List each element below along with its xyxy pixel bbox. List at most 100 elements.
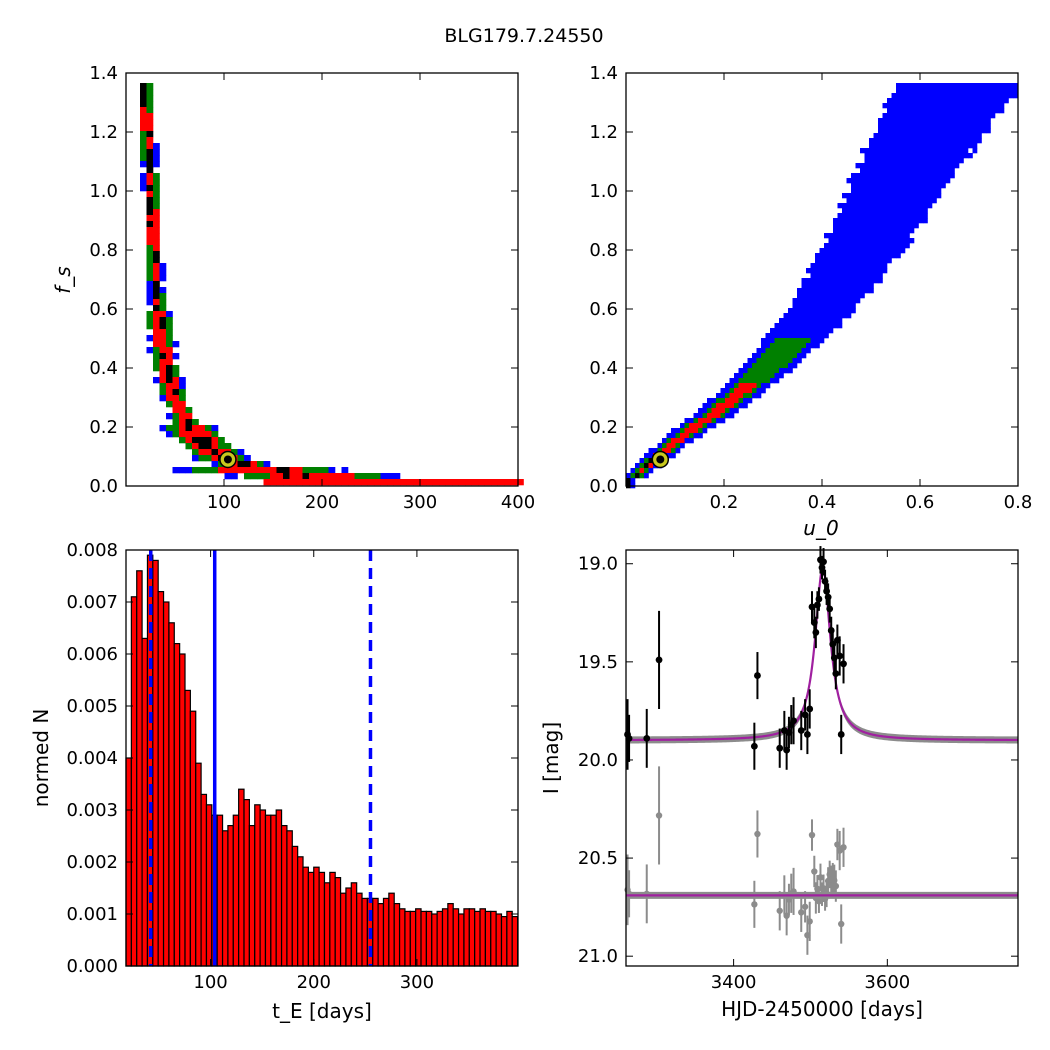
tr-cell: [896, 243, 901, 249]
tl-cell: [491, 479, 498, 486]
tr-cell: [986, 108, 991, 114]
tr-cell: [918, 158, 924, 164]
tl-cell: [406, 479, 414, 486]
tr-cell: [896, 208, 901, 214]
tr-cell: [909, 203, 915, 209]
tr-cell: [936, 123, 942, 129]
tl-cell: [153, 347, 160, 354]
tr-cell: [770, 363, 775, 369]
tr-cell: [860, 253, 865, 259]
tr-cell: [864, 228, 870, 234]
tl-cell: [153, 281, 160, 288]
tr-cell: [815, 278, 820, 284]
tr-cell: [972, 103, 978, 109]
tl-cell: [159, 263, 167, 270]
tr-cell: [851, 203, 856, 209]
tr-cell: [846, 248, 852, 254]
tr-cell: [783, 328, 789, 334]
tl-cell: [478, 479, 485, 486]
tr-cell: [851, 268, 856, 274]
tr-cell: [941, 163, 946, 169]
tr-cell: [846, 258, 852, 264]
tr-cell: [923, 83, 928, 89]
tr-cell: [806, 308, 811, 314]
tr-cell: [743, 398, 748, 404]
bl-bar: [291, 845, 299, 967]
tr-cell: [842, 233, 847, 239]
tr-cell: [909, 228, 915, 234]
tr-cell: [891, 243, 897, 249]
tl-cell: [198, 443, 206, 450]
tr-cell: [855, 188, 861, 194]
tr-cell: [923, 118, 928, 124]
tr-cell: [842, 263, 847, 269]
tr-cell: [698, 418, 703, 424]
tl-cell: [140, 155, 147, 162]
tr-cell: [896, 83, 901, 89]
tr-cell: [855, 208, 861, 214]
tr-cell: [842, 283, 847, 289]
tr-cell: [932, 103, 937, 109]
tr-cell: [797, 303, 802, 309]
tr-cell: [630, 478, 636, 484]
tr-cell: [842, 203, 847, 209]
tr-cell: [986, 113, 991, 119]
tr-cell: [945, 83, 951, 89]
tr-cell: [747, 393, 753, 399]
tl-cell: [211, 425, 219, 432]
tr-cell: [774, 348, 780, 354]
tl-cell: [497, 479, 505, 486]
tr-cell: [873, 243, 879, 249]
tr-cell: [806, 343, 811, 349]
tr-cell: [887, 243, 892, 249]
tr-cell: [945, 153, 951, 159]
tr-cell: [878, 133, 883, 139]
tr-cell: [918, 88, 924, 94]
tr-cell: [878, 263, 883, 269]
tr-cell: [702, 413, 708, 419]
tr-cell: [716, 393, 721, 399]
tr-cell: [770, 328, 775, 334]
tr-cell: [657, 443, 663, 449]
tr-cell: [855, 213, 861, 219]
tr-cell: [900, 213, 906, 219]
tl-cell: [179, 419, 186, 426]
tl-cell: [244, 461, 251, 468]
tr-cell: [891, 93, 897, 99]
tr-cell: [887, 123, 892, 129]
tl-cell: [166, 359, 173, 366]
tl-ytick-label: 1.4: [89, 63, 118, 84]
tl-cell: [205, 425, 212, 432]
tr-cell: [801, 353, 807, 359]
tl-cell: [380, 473, 388, 480]
tr-cell: [909, 153, 915, 159]
tr-cell: [968, 138, 973, 144]
bl-bar: [286, 830, 293, 967]
tl-cell: [374, 473, 381, 480]
tr-cell: [927, 103, 933, 109]
tr-cell: [711, 423, 717, 429]
tr-cell: [855, 183, 861, 189]
tr-cell: [950, 148, 955, 154]
tr-cell: [792, 318, 798, 324]
tl-cell: [322, 479, 329, 486]
tr-xtick-label: 0.4: [808, 492, 837, 513]
tr-cell: [923, 153, 928, 159]
tr-cell: [833, 303, 838, 309]
tl-cell: [166, 347, 173, 354]
tl-cell: [146, 155, 154, 162]
tr-cell: [936, 128, 942, 134]
tl-cell: [146, 95, 154, 102]
tr-cell: [846, 228, 852, 234]
tr-cell: [851, 218, 856, 224]
tr-cell: [959, 108, 964, 114]
tl-cell: [166, 323, 173, 330]
tr-cell: [779, 333, 784, 339]
tl-cell: [146, 275, 154, 282]
tr-cell: [828, 273, 834, 279]
tr-cell: [810, 268, 816, 274]
tr-cell: [833, 283, 838, 289]
tr-cell: [995, 93, 1000, 99]
tr-cell: [711, 408, 717, 414]
